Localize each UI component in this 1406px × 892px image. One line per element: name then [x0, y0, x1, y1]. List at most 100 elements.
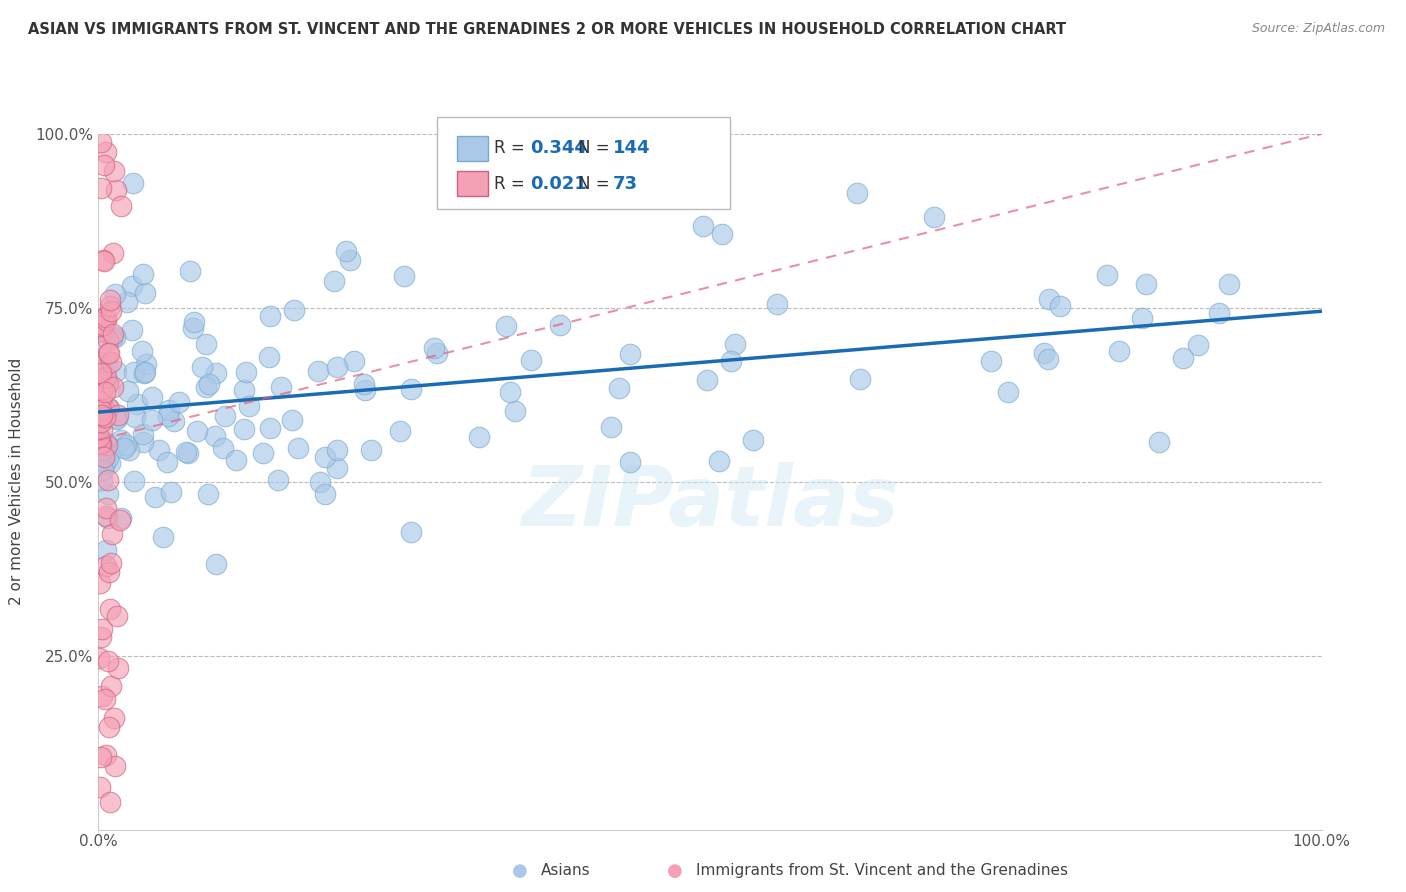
Text: N =: N =: [578, 175, 614, 193]
Point: [423, 341, 446, 355]
Point: [90, 630, 112, 644]
Text: Asians: Asians: [541, 863, 591, 878]
Point: [115, 438, 138, 452]
Point: [205, 557, 228, 571]
Point: [107, 661, 129, 675]
Point: [619, 455, 641, 469]
Point: [93, 254, 115, 268]
Point: [117, 384, 139, 398]
Point: [204, 428, 226, 442]
Point: [100, 679, 122, 693]
Point: [97, 654, 120, 668]
Point: [98, 401, 121, 415]
Point: [214, 409, 236, 423]
Point: [90, 434, 112, 448]
Point: [259, 421, 281, 435]
Point: [89, 435, 111, 450]
Point: [121, 278, 143, 293]
Text: 0.344: 0.344: [530, 139, 586, 157]
Text: Source: ZipAtlas.com: Source: ZipAtlas.com: [1251, 22, 1385, 36]
Point: [259, 310, 281, 324]
Point: [96, 438, 118, 452]
Point: [259, 350, 281, 364]
Point: [696, 373, 718, 387]
Point: [98, 795, 121, 809]
Point: [157, 409, 180, 423]
Point: [1033, 346, 1056, 360]
Point: [426, 346, 449, 360]
Point: [1095, 268, 1118, 282]
Point: [115, 294, 138, 309]
Point: [103, 327, 125, 342]
Point: [225, 453, 247, 467]
Point: [280, 413, 302, 427]
Text: Immigrants from St. Vincent and the Grenadines: Immigrants from St. Vincent and the Gren…: [696, 863, 1069, 878]
Point: [135, 357, 157, 371]
Point: [195, 380, 218, 394]
Point: [134, 285, 156, 300]
Point: [97, 401, 120, 416]
Point: [98, 602, 121, 616]
Point: [238, 399, 260, 413]
Point: [141, 390, 163, 404]
Point: [1208, 306, 1230, 320]
Point: [343, 353, 366, 368]
Point: [97, 346, 120, 360]
Point: [692, 219, 714, 234]
Point: [1038, 293, 1060, 307]
Point: [90, 374, 112, 388]
Point: [98, 566, 121, 580]
Point: [93, 402, 115, 417]
Point: [183, 315, 205, 329]
Point: [91, 408, 114, 422]
Point: [191, 360, 214, 375]
Point: [94, 559, 117, 574]
Point: [101, 246, 124, 260]
Point: [90, 415, 112, 429]
Point: [110, 510, 132, 524]
Point: [94, 409, 117, 424]
Point: [97, 450, 120, 465]
Point: [548, 318, 571, 333]
Text: R =: R =: [494, 175, 530, 193]
Point: [104, 287, 127, 301]
Point: [89, 575, 111, 590]
Point: [1108, 343, 1130, 358]
Point: [134, 365, 156, 379]
Point: [326, 460, 349, 475]
Point: [89, 651, 111, 665]
Point: [124, 365, 146, 379]
Point: [89, 406, 111, 420]
Point: [105, 364, 128, 378]
Point: [103, 711, 125, 725]
Point: [212, 441, 235, 455]
Point: [90, 689, 112, 703]
Point: [360, 442, 382, 457]
Text: ●: ●: [512, 862, 529, 880]
Point: [163, 414, 186, 428]
Point: [91, 442, 114, 457]
Point: [401, 382, 423, 396]
Point: [1038, 352, 1060, 367]
Point: [323, 274, 346, 288]
Point: [97, 511, 120, 525]
Point: [110, 199, 132, 213]
Point: [309, 475, 332, 489]
Point: [495, 318, 517, 333]
Point: [90, 390, 112, 404]
Point: [93, 158, 115, 172]
Point: [520, 353, 543, 368]
Point: [101, 331, 124, 345]
Point: [105, 183, 128, 197]
Point: [103, 758, 125, 772]
Point: [922, 211, 945, 225]
Point: [141, 413, 163, 427]
Point: [132, 435, 155, 450]
Point: [90, 473, 112, 487]
Text: 73: 73: [613, 175, 638, 193]
Point: [89, 326, 111, 340]
Point: [1171, 351, 1194, 365]
Text: 144: 144: [613, 139, 651, 157]
Point: [1135, 277, 1157, 291]
Point: [148, 442, 170, 457]
